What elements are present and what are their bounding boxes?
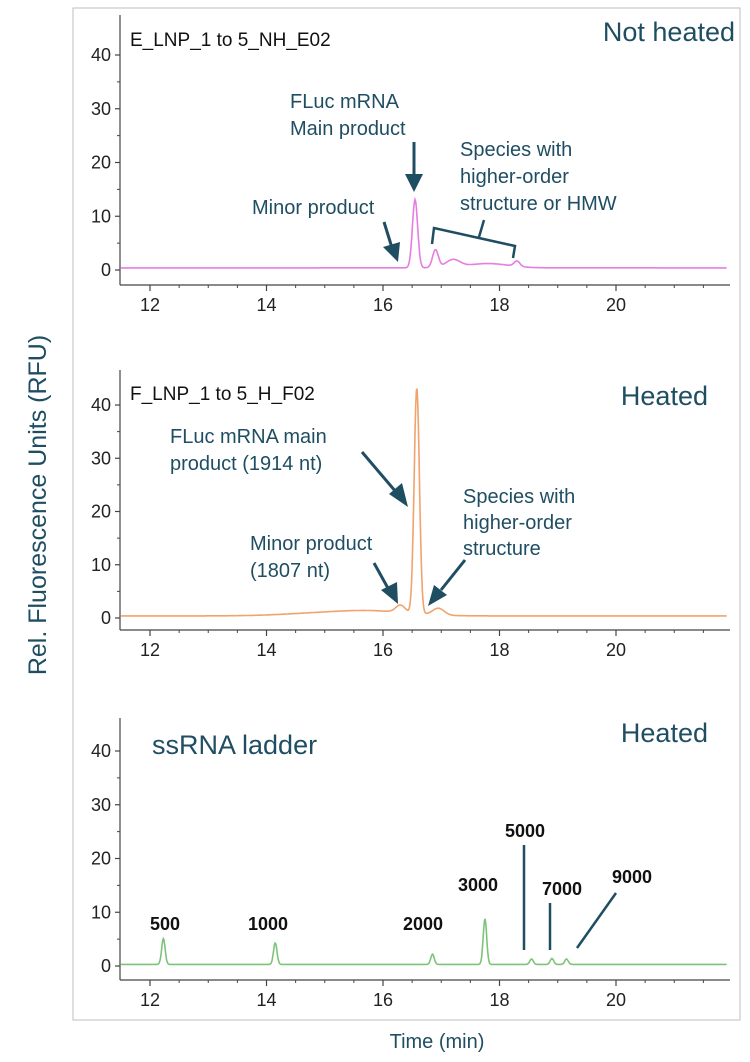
arrowhead-minor-product-1807: [381, 582, 398, 604]
annotation-minor-product-1807-line1: Minor product: [250, 533, 373, 555]
annotation-hos-line2: higher-order: [463, 512, 572, 534]
annotation-hmw-line1: Species with: [460, 139, 572, 161]
y-tick-label: 0: [101, 608, 111, 628]
x-tick-label: 12: [140, 640, 160, 660]
annotation-main-product-line1: FLuc mRNA: [290, 91, 400, 113]
panel-heated-axes: 0 10 20 30 40 12 14 16 18 20: [91, 370, 730, 660]
arrowhead-main-product: [405, 174, 423, 192]
annotation-minor-product: Minor product: [252, 197, 375, 219]
x-tick-label: 14: [256, 295, 276, 315]
ladder-label-7000: 7000: [542, 879, 582, 899]
y-tick-label: 0: [101, 260, 111, 280]
x-tick-label: 20: [606, 640, 626, 660]
bracket-hmw: [430, 226, 517, 259]
sample-label-ladder: ssRNA ladder: [152, 730, 317, 760]
condition-label-heated: Heated: [621, 381, 708, 411]
y-tick-label: 40: [91, 741, 111, 761]
condition-label-ladder: Heated: [621, 718, 708, 748]
arrow-hos: [439, 559, 467, 591]
x-tick-label: 12: [140, 295, 160, 315]
y-tick-label: 20: [91, 849, 111, 869]
panel-ladder-axes: 0 10 20 30 40 12 14 16 18 20: [91, 718, 730, 1010]
ladder-label-1000: 1000: [248, 914, 288, 934]
x-tick-label: 18: [489, 990, 509, 1010]
ladder-label-500: 500: [150, 914, 180, 934]
y-tick-label: 0: [101, 956, 111, 976]
ladder-label-5000: 5000: [505, 821, 545, 841]
x-tick-label: 20: [606, 295, 626, 315]
bracket-hmw-tick: [477, 219, 486, 238]
x-tick-label: 14: [256, 640, 276, 660]
x-tick-label: 18: [489, 640, 509, 660]
annotation-minor-product-1807-line2: (1807 nt): [250, 560, 330, 582]
panel-not-heated-axes: 0 10 20 30 40 12 14 16 18 20: [91, 15, 730, 315]
x-tick-label: 16: [373, 640, 393, 660]
x-tick-label: 12: [140, 990, 160, 1010]
annotation-main-product-1914-line1: FLuc mRNA main: [170, 426, 327, 448]
arrowhead-minor-product: [383, 242, 400, 262]
panel-heated: 0 10 20 30 40 12 14 16 18 20 F_LNP_1 to 5_H_F02 H…: [91, 370, 730, 660]
panel-heated-trace: [120, 388, 727, 617]
ladder-label-9000: 9000: [612, 867, 652, 887]
y-tick-label: 20: [91, 502, 111, 522]
arrowhead-main-product-1914: [389, 483, 408, 507]
y-tick-label: 10: [91, 206, 111, 226]
ladder-label-3000: 3000: [458, 875, 498, 895]
y-axis-label: Rel. Fluorescence Units (RFU): [24, 335, 52, 675]
annotation-main-product-line2: Main product: [290, 118, 406, 140]
x-tick-label: 14: [256, 990, 276, 1010]
annotation-hos-line1: Species with: [463, 486, 575, 508]
sample-label-not-heated: E_LNP_1 to 5_NH_E02: [130, 30, 331, 51]
y-tick-label: 20: [91, 153, 111, 173]
y-tick-label: 40: [91, 45, 111, 65]
x-tick-label: 16: [373, 295, 393, 315]
x-tick-label: 18: [489, 295, 509, 315]
arrow-main-product-1914: [360, 451, 398, 493]
annotation-main-product-1914-line2: product (1914 nt): [170, 453, 322, 475]
panel-ladder-trace: [120, 918, 727, 966]
annotation-hmw-line3: structure or HMW: [460, 193, 617, 215]
y-tick-label: 10: [91, 555, 111, 575]
x-tick-label: 16: [373, 990, 393, 1010]
figure-frame: [72, 7, 741, 1021]
ladder-line-9000: [575, 892, 618, 949]
panel-not-heated-trace: [120, 196, 727, 269]
x-tick-label: 20: [606, 990, 626, 1010]
annotation-hmw-line2: higher-order: [460, 166, 569, 188]
annotation-hos-line3: structure: [463, 538, 541, 560]
y-tick-label: 30: [91, 795, 111, 815]
arrowhead-hos: [428, 585, 447, 606]
ladder-label-2000: 2000: [403, 914, 443, 934]
y-tick-label: 40: [91, 395, 111, 415]
x-axis-label: Time (min): [390, 1031, 485, 1053]
y-tick-label: 30: [91, 448, 111, 468]
y-tick-label: 30: [91, 99, 111, 119]
sample-label-heated: F_LNP_1 to 5_H_F02: [130, 384, 315, 405]
condition-label-not-heated: Not heated: [603, 17, 735, 47]
y-tick-label: 10: [91, 902, 111, 922]
arrow-minor-product-1807: [372, 562, 391, 591]
